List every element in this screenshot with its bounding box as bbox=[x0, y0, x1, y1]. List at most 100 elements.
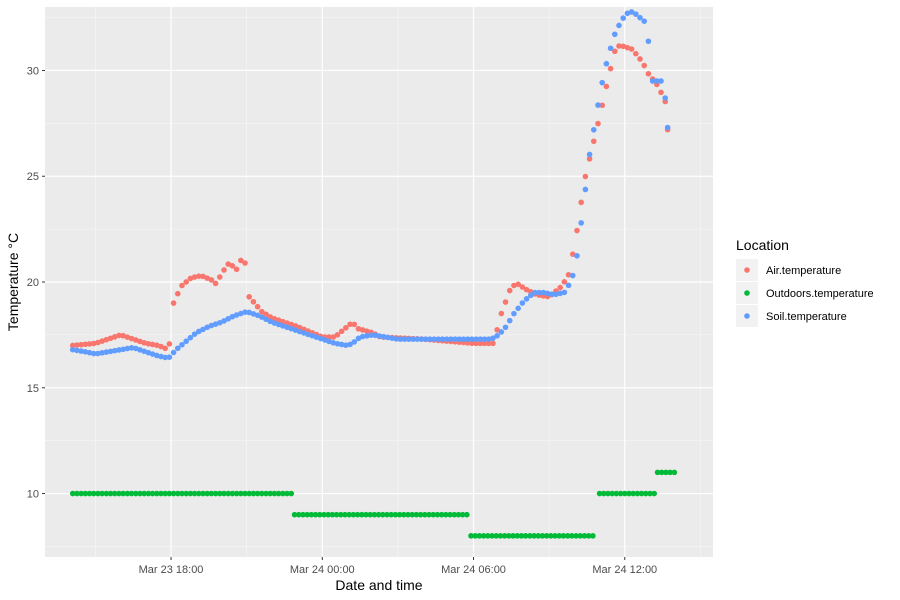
point-outdoors-temperature bbox=[535, 533, 542, 539]
point-air-temperature bbox=[145, 340, 152, 347]
point-soil-temperature bbox=[309, 332, 316, 339]
data-points bbox=[69, 9, 678, 539]
point-outdoors-temperature bbox=[573, 533, 579, 539]
point-soil-temperature bbox=[124, 345, 131, 352]
point-outdoors-temperature bbox=[166, 490, 173, 497]
point-outdoors-temperature bbox=[434, 511, 441, 518]
point-outdoors-temperature bbox=[300, 511, 306, 518]
x-axis-title: Date and time bbox=[335, 577, 422, 593]
point-air-temperature bbox=[204, 275, 210, 281]
point-outdoors-temperature bbox=[663, 469, 669, 476]
point-air-temperature bbox=[490, 340, 496, 347]
point-air-temperature bbox=[355, 325, 362, 332]
point-soil-temperature bbox=[111, 347, 118, 354]
point-soil-temperature bbox=[103, 349, 110, 355]
point-soil-temperature bbox=[599, 79, 605, 86]
point-soil-temperature bbox=[355, 335, 362, 342]
point-outdoors-temperature bbox=[308, 511, 315, 518]
point-air-temperature bbox=[275, 317, 282, 324]
point-outdoors-temperature bbox=[132, 490, 139, 497]
point-air-temperature bbox=[284, 320, 290, 326]
point-soil-temperature bbox=[414, 336, 421, 342]
point-outdoors-temperature bbox=[137, 490, 143, 497]
point-air-temperature bbox=[195, 273, 202, 279]
point-outdoors-temperature bbox=[518, 533, 525, 539]
point-air-temperature bbox=[574, 227, 580, 234]
point-soil-temperature bbox=[641, 18, 648, 24]
point-outdoors-temperature bbox=[596, 490, 603, 497]
point-soil-temperature bbox=[364, 333, 370, 339]
point-outdoors-temperature bbox=[510, 533, 516, 539]
point-air-temperature bbox=[296, 324, 303, 331]
point-soil-temperature bbox=[141, 348, 147, 355]
legend-key-soil-temperature bbox=[744, 313, 750, 319]
point-soil-temperature bbox=[464, 336, 471, 342]
point-soil-temperature bbox=[422, 336, 429, 342]
point-soil-temperature bbox=[574, 253, 580, 259]
point-air-temperature bbox=[99, 338, 105, 344]
point-air-temperature bbox=[347, 321, 353, 328]
legend-label-air-temperature: Air.temperature bbox=[766, 265, 841, 277]
point-air-temperature bbox=[132, 337, 139, 343]
point-soil-temperature bbox=[502, 324, 509, 331]
point-air-temperature bbox=[246, 294, 253, 300]
point-outdoors-temperature bbox=[242, 490, 248, 497]
point-soil-temperature bbox=[658, 78, 664, 84]
point-soil-temperature bbox=[200, 326, 206, 333]
x-tick-label: Mar 24 06:00 bbox=[441, 564, 506, 576]
point-air-temperature bbox=[141, 339, 147, 346]
point-soil-temperature bbox=[90, 350, 97, 357]
point-outdoors-temperature bbox=[600, 490, 607, 497]
point-air-temperature bbox=[242, 260, 248, 266]
point-outdoors-temperature bbox=[539, 533, 546, 539]
point-air-temperature bbox=[263, 311, 269, 318]
point-air-temperature bbox=[511, 282, 517, 289]
point-air-temperature bbox=[477, 340, 484, 347]
legend-label-outdoors-temperature: Outdoors.temperature bbox=[766, 288, 874, 300]
point-outdoors-temperature bbox=[577, 533, 584, 539]
point-air-temperature bbox=[259, 308, 265, 315]
point-soil-temperature bbox=[460, 336, 467, 342]
point-outdoors-temperature bbox=[195, 490, 202, 497]
point-air-temperature bbox=[338, 328, 345, 335]
point-soil-temperature bbox=[225, 315, 232, 322]
point-soil-temperature bbox=[607, 45, 614, 52]
point-outdoors-temperature bbox=[531, 533, 537, 539]
point-air-temperature bbox=[582, 173, 589, 180]
y-axis-title: Temperature °C bbox=[5, 233, 21, 331]
point-outdoors-temperature bbox=[103, 490, 110, 497]
point-outdoors-temperature bbox=[141, 490, 147, 497]
point-air-temperature bbox=[334, 332, 341, 338]
point-air-temperature bbox=[590, 138, 597, 145]
y-tick-label: 20 bbox=[27, 277, 39, 289]
point-air-temperature bbox=[494, 327, 500, 333]
point-outdoors-temperature bbox=[158, 490, 164, 497]
point-soil-temperature bbox=[233, 312, 240, 318]
y-tick-label: 30 bbox=[27, 65, 39, 77]
point-soil-temperature bbox=[334, 340, 341, 347]
point-outdoors-temperature bbox=[174, 490, 181, 497]
point-outdoors-temperature bbox=[489, 533, 495, 539]
point-air-temperature bbox=[280, 318, 286, 325]
point-soil-temperature bbox=[490, 335, 496, 341]
point-air-temperature bbox=[603, 83, 610, 90]
point-soil-temperature bbox=[242, 309, 248, 315]
point-air-temperature bbox=[250, 298, 257, 305]
point-soil-temperature bbox=[145, 349, 152, 356]
point-outdoors-temperature bbox=[514, 533, 521, 539]
point-soil-temperature bbox=[439, 336, 446, 342]
point-soil-temperature bbox=[393, 336, 400, 342]
point-outdoors-temperature bbox=[630, 490, 636, 497]
point-air-temperature bbox=[149, 341, 156, 348]
point-outdoors-temperature bbox=[422, 511, 428, 518]
point-air-temperature bbox=[183, 279, 189, 285]
point-soil-temperature bbox=[569, 272, 576, 279]
point-soil-temperature bbox=[107, 348, 114, 355]
point-outdoors-temperature bbox=[304, 511, 310, 518]
point-soil-temperature bbox=[494, 332, 500, 339]
point-outdoors-temperature bbox=[581, 533, 588, 539]
point-outdoors-temperature bbox=[259, 490, 265, 497]
point-outdoors-temperature bbox=[280, 490, 286, 497]
point-soil-temperature bbox=[448, 336, 454, 342]
point-soil-temperature bbox=[86, 349, 93, 356]
